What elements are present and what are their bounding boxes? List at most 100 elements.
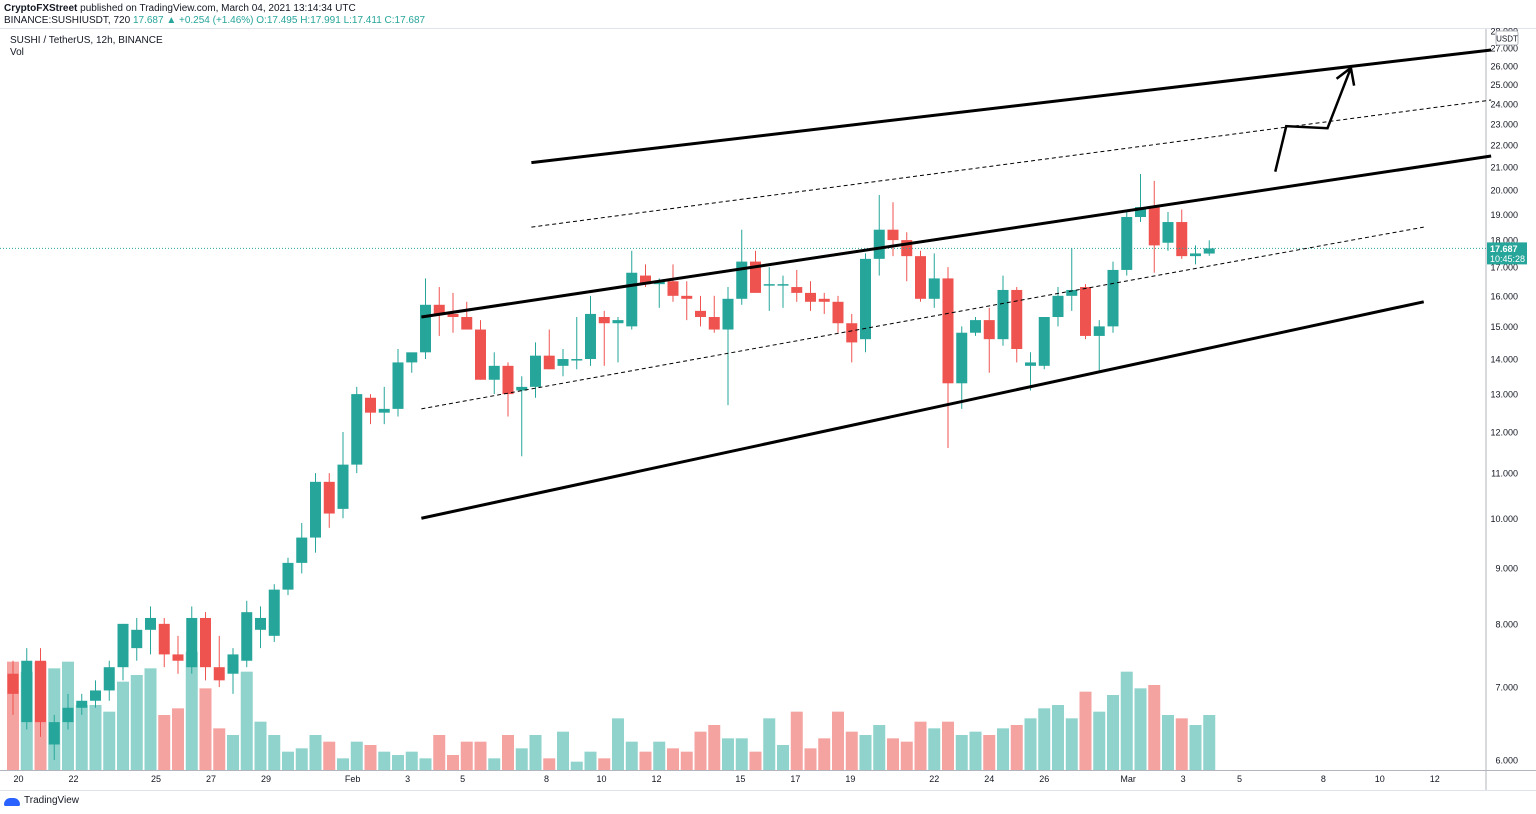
volume-bar	[1010, 725, 1023, 770]
candle-body	[323, 481, 335, 514]
volume-bar	[1134, 688, 1147, 770]
time-tick-label: 3	[405, 774, 410, 784]
volume-bar	[309, 735, 322, 770]
candle	[805, 281, 816, 311]
candle-body	[763, 284, 775, 286]
price-axis-ticks: 6.000 7.000 8.000 9.000 10.000 11.000 12.000 13…	[1490, 27, 1518, 766]
symbol-info: BINANCE:SUSHIUSDT, 720 17.687 ▲ +0.254 (…	[4, 15, 425, 26]
candle	[1190, 245, 1201, 265]
published-text: published on TradingView.com, March 04, …	[80, 3, 356, 14]
volume-bar	[144, 668, 157, 770]
time-tick-label: 5	[460, 774, 465, 784]
volume-bar	[955, 735, 968, 770]
candle	[1162, 212, 1174, 251]
candle	[337, 431, 349, 519]
candle	[832, 295, 844, 333]
time-tick-label: 8	[1321, 774, 1326, 784]
candle-body	[1148, 207, 1160, 246]
volume-bar	[515, 748, 528, 770]
time-tick-label: 22	[68, 774, 78, 784]
volume-bar	[282, 751, 294, 770]
price-tick-label: 27.000	[1490, 44, 1518, 54]
candle	[117, 623, 129, 681]
projection-path	[1274, 67, 1353, 172]
currency-box: USDT	[1495, 30, 1519, 46]
candle	[626, 250, 638, 330]
time-axis-labels: 20 22 25 27 29 Feb 3 5 8 10 12 15 17 19 22 24 26 Mar 3 5 8 10…	[13, 774, 1439, 784]
volume-bar	[1107, 695, 1119, 770]
candle	[557, 348, 569, 377]
volume-bar	[887, 738, 899, 770]
candle	[928, 253, 940, 308]
candle	[777, 275, 789, 308]
candle-body	[997, 289, 1009, 340]
candle	[860, 253, 871, 353]
candle	[158, 617, 170, 668]
candle	[983, 307, 995, 373]
candle	[310, 473, 321, 553]
volume-bar	[502, 735, 514, 770]
candle-body	[337, 464, 349, 509]
candle-body	[227, 654, 239, 674]
price-tick-label: 25.000	[1490, 80, 1518, 90]
candle-body	[736, 261, 748, 299]
volume-bar	[598, 758, 611, 770]
candle	[970, 317, 981, 336]
volume-bar	[392, 755, 404, 770]
time-tick-label: 3	[1181, 774, 1186, 784]
price-tick-label: 16.000	[1490, 291, 1518, 301]
volume-bar	[268, 735, 281, 770]
publish-info: CryptoFXStreet published on TradingView.…	[4, 3, 356, 14]
volume-bar	[1189, 725, 1202, 770]
price-tick-label: 14.000	[1490, 355, 1518, 365]
time-tick-label: 24	[984, 774, 994, 784]
candle	[172, 635, 184, 674]
candle-body	[681, 295, 693, 299]
candle	[35, 648, 46, 737]
price-axis-area	[1486, 28, 1536, 814]
candle-body	[722, 298, 734, 330]
candle	[1066, 248, 1078, 311]
candle-body	[1025, 362, 1036, 366]
candle-body	[1190, 253, 1201, 257]
candle-body	[282, 562, 294, 590]
channel-bottom-line	[421, 300, 1425, 520]
time-tick-label: 5	[1237, 774, 1242, 784]
candle	[131, 617, 143, 661]
candle-body	[145, 617, 156, 630]
time-tick-label: 25	[151, 774, 161, 784]
time-tick-label: Mar	[1120, 774, 1136, 784]
time-tick-label: 19	[845, 774, 855, 784]
candle-body	[475, 329, 486, 380]
volume-bar	[227, 735, 239, 770]
candle-body	[832, 301, 844, 324]
candle	[1080, 284, 1091, 340]
candle-body	[915, 256, 926, 299]
candle-body	[433, 304, 445, 314]
time-tick-label: 12	[1430, 774, 1440, 784]
candle-body	[213, 667, 225, 681]
candle-body	[598, 317, 610, 324]
candle	[571, 317, 583, 370]
candle	[846, 313, 858, 363]
candle	[420, 278, 431, 360]
candle-body	[667, 281, 679, 296]
price-tick-label: 19.000	[1490, 210, 1518, 220]
upper-outer-line	[531, 48, 1492, 165]
volume-bar	[323, 741, 336, 770]
candle	[7, 660, 19, 715]
volume-bar	[570, 761, 583, 770]
candle	[145, 606, 156, 655]
candle-body	[1038, 317, 1050, 366]
candle-body	[90, 690, 101, 701]
price-tick-label: 21.000	[1490, 163, 1518, 173]
time-tick-label: 17	[790, 774, 800, 784]
price-tick-label: 8.000	[1495, 619, 1518, 629]
volume-bar	[832, 711, 844, 770]
tradingview-logo[interactable]: TradingView	[4, 795, 79, 806]
time-tick-label: 10	[1375, 774, 1385, 784]
volume-bar	[529, 735, 542, 770]
price-tick-label: 6.000	[1495, 756, 1518, 766]
